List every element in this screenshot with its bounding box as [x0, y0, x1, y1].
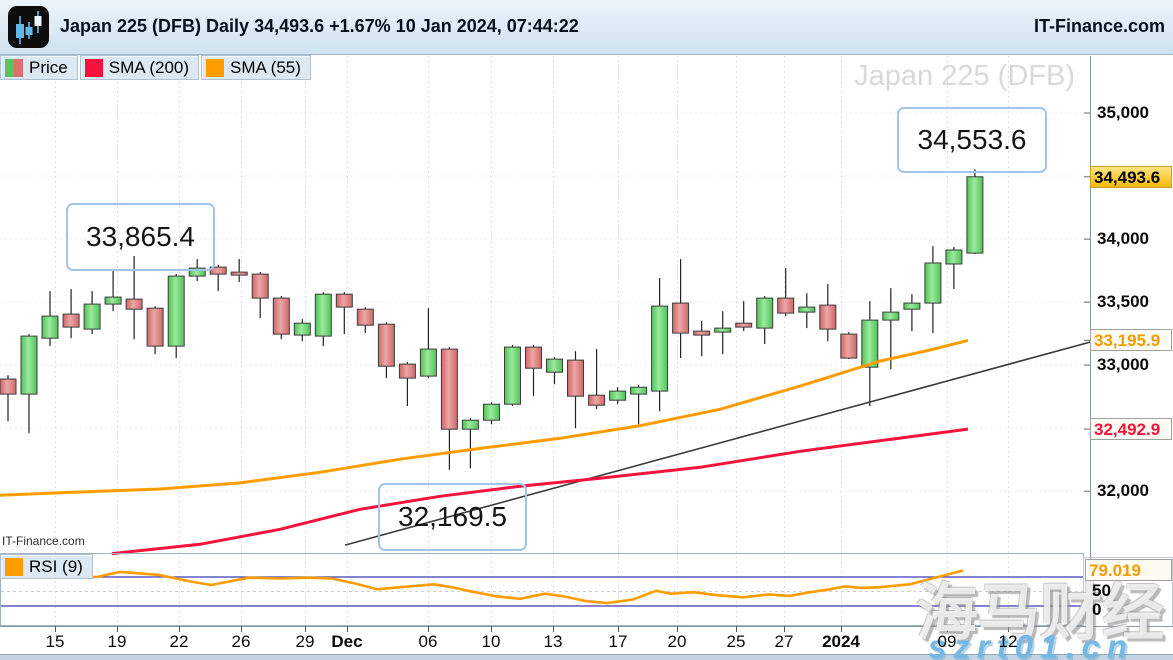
time-axis-label: 06: [418, 632, 438, 651]
time-axis-label: 22: [169, 632, 189, 651]
brand-label: IT-Finance.com: [1033, 16, 1165, 36]
legend-item-price[interactable]: Price: [0, 55, 78, 80]
indicator-value-badge: 33,195.9: [1090, 329, 1172, 352]
chart-title: Japan 225 (DFB) Daily 34,493.6 +1.67% 10…: [60, 16, 579, 36]
last-price-badge: 34,493.6: [1090, 165, 1172, 188]
title-bar: Japan 225 (DFB) Daily 34,493.6 +1.67% 10…: [0, 0, 1173, 55]
time-axis-label: 29: [295, 632, 315, 651]
price-axis-label: 33,500: [1097, 292, 1149, 312]
legend-sma200-label: SMA (200): [108, 57, 190, 77]
time-axis-label: 09: [937, 632, 957, 651]
rsi-axis-label: 0: [1092, 600, 1102, 619]
price-annotation[interactable]: 34,553.6: [897, 107, 1047, 173]
app-logo-icon[interactable]: [8, 6, 49, 48]
sma55-swatch-icon: [206, 58, 225, 77]
price-axis-label: 34,000: [1097, 229, 1149, 249]
chart-watermark: Japan 225 (DFB): [854, 60, 1075, 92]
provider-watermark: IT-Finance.com: [2, 534, 85, 548]
price-annotation[interactable]: 33,865.4: [66, 203, 215, 271]
time-axis-label: 10: [481, 632, 501, 651]
rsi-swatch-icon: [5, 557, 23, 576]
price-legend: Price SMA (200) SMA (55): [0, 55, 311, 80]
time-axis-label: 25: [726, 632, 746, 651]
sma200-swatch-icon: [84, 58, 103, 77]
cn-site-watermark: szrt01.cn: [928, 628, 1135, 660]
time-axis-label: 26: [231, 632, 251, 651]
cn-brand-watermark: 海马财经: [916, 579, 1165, 648]
rsi-legend-item[interactable]: RSI (9): [0, 554, 93, 579]
time-axis-label: 15: [45, 632, 65, 651]
time-axis-label: 17: [608, 632, 628, 651]
price-axis-label: 32,000: [1097, 481, 1149, 501]
rsi-axis-label: 50: [1092, 581, 1111, 600]
price-swatch-icon: [5, 58, 23, 77]
indicator-value-badge: 32,492.9: [1090, 418, 1172, 441]
legend-price-label: Price: [29, 57, 68, 77]
price-axis-label: 33,000: [1097, 355, 1149, 375]
time-axis-label: Dec: [331, 632, 363, 651]
price-axis-label: 35,000: [1097, 103, 1149, 122]
time-axis-label: 27: [774, 632, 794, 651]
legend-item-sma55[interactable]: SMA (55): [201, 55, 311, 80]
time-axis-label: 20: [667, 632, 687, 651]
time-axis-label: 13: [543, 632, 563, 651]
legend-sma55-label: SMA (55): [230, 57, 301, 77]
time-axis-label: 2024: [822, 632, 860, 651]
legend-item-sma200[interactable]: SMA (200): [79, 55, 200, 80]
rsi-legend-label: RSI (9): [29, 556, 83, 576]
time-axis-label: 12: [998, 632, 1018, 651]
price-annotation[interactable]: 32,169.5: [378, 483, 527, 551]
rsi-value-badge: 79.019: [1085, 559, 1172, 581]
time-axis-label: 19: [107, 632, 127, 651]
